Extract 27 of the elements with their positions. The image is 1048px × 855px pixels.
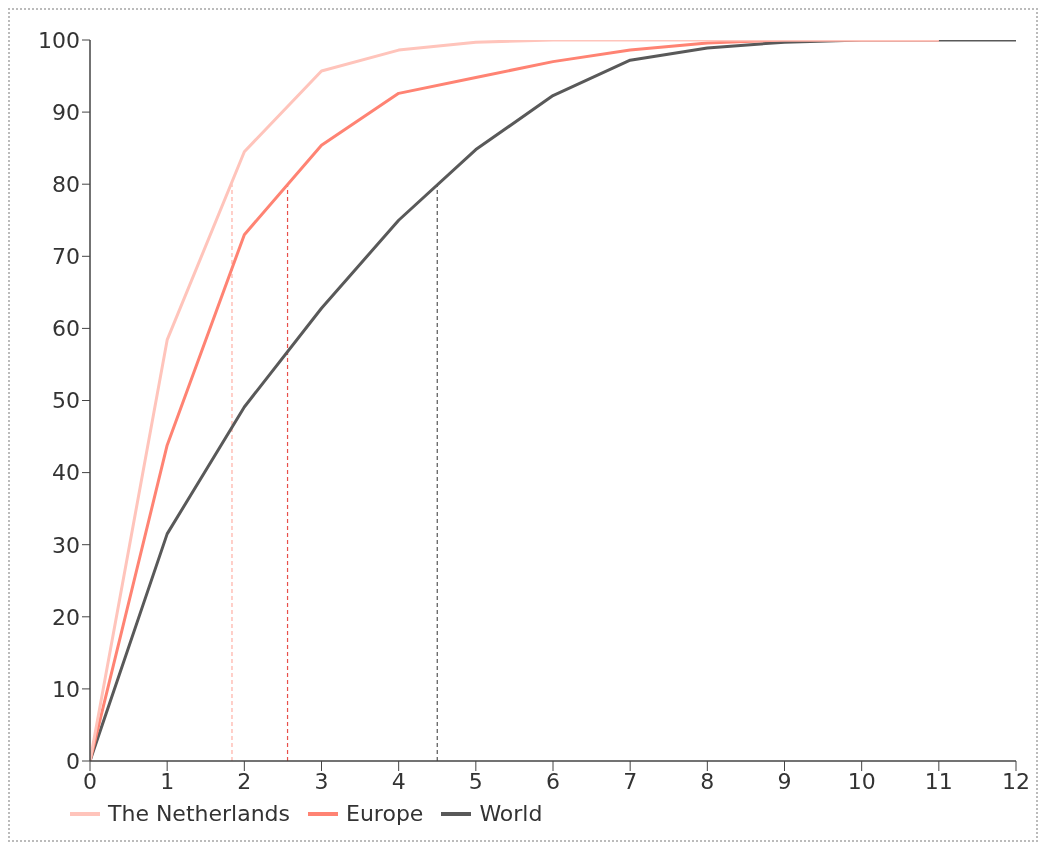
y-tick-label: 10 [52,676,80,702]
y-tick-label: 0 [66,748,80,774]
legend-label: World [479,801,543,826]
x-tick-label: 4 [391,768,406,794]
x-tick-label: 1 [160,768,175,794]
y-tick-label: 100 [38,27,80,53]
x-tick-label: 9 [777,768,792,794]
x-tick-label: 6 [546,768,560,794]
y-tick-label: 20 [52,604,80,630]
legend-label: The Netherlands [108,801,291,826]
x-tick-label: 3 [314,768,329,794]
y-tick-label: 30 [52,532,80,558]
legend-label: Europe [346,801,424,826]
x-tick-label: 0 [83,768,97,794]
x-tick-label: 8 [700,768,715,794]
x-tick-label: 10 [847,768,876,794]
x-tick-label: 11 [924,768,953,794]
y-tick-label: 90 [52,99,80,125]
y-tick-label: 60 [52,316,80,342]
x-tick-label: 12 [1002,768,1030,794]
x-tick-label: 2 [237,768,252,794]
x-tick-label: 7 [623,768,638,794]
y-tick-label: 80 [52,172,80,198]
x-tick-label: 5 [468,768,483,794]
y-tick-label: 50 [52,388,80,414]
y-tick-label: 70 [52,244,80,270]
y-tick-label: 40 [52,460,80,486]
